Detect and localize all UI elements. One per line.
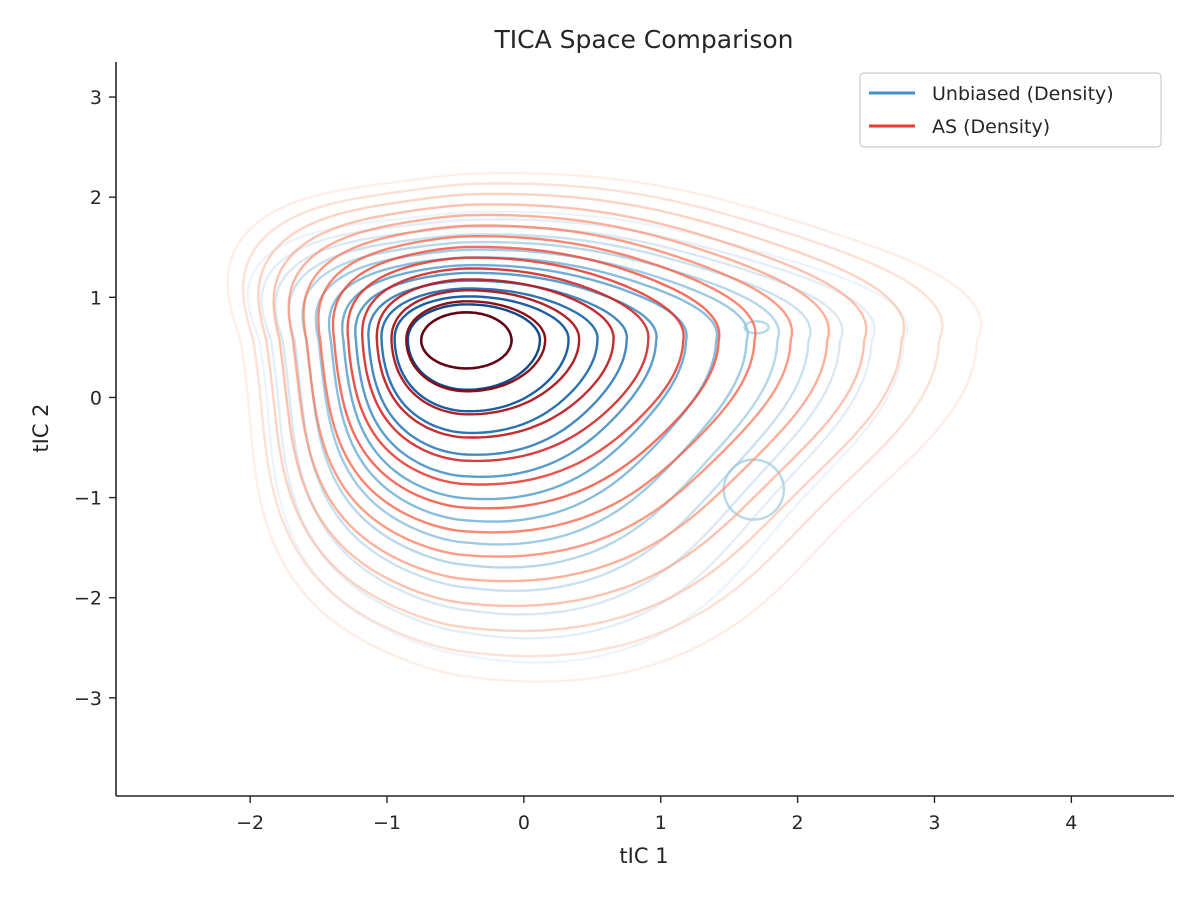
as-contour-line bbox=[360, 267, 650, 463]
as-contour-line bbox=[390, 289, 581, 416]
as-contour-line bbox=[375, 278, 615, 439]
as-contour-line bbox=[331, 245, 721, 510]
y-tick-label: 2 bbox=[90, 187, 102, 209]
unbiased-contour-line bbox=[341, 263, 688, 501]
unbiased-contour-line bbox=[274, 225, 844, 616]
y-tick-label: 1 bbox=[90, 287, 102, 309]
unbiased-contour-line bbox=[354, 271, 658, 479]
unbiased-contour-line bbox=[327, 256, 719, 523]
x-tick-label: 4 bbox=[1065, 812, 1077, 834]
as-contour-line bbox=[272, 203, 868, 608]
unbiased-contour-line bbox=[287, 233, 812, 593]
as-contour-line bbox=[419, 311, 513, 370]
as-contour-line bbox=[317, 234, 757, 534]
x-tick-label: 0 bbox=[518, 812, 530, 834]
unbiased-contour-line bbox=[393, 295, 570, 413]
chart-title: TICA Space Comparison bbox=[494, 25, 794, 54]
x-tick-label: −2 bbox=[236, 812, 264, 834]
as-contour-line bbox=[257, 192, 906, 633]
y-tick-label: −3 bbox=[74, 688, 102, 710]
y-axis-title: tIC 2 bbox=[29, 403, 53, 452]
legend-box bbox=[859, 72, 1162, 148]
as-contour-line bbox=[287, 213, 831, 583]
unbiased-contour-line bbox=[406, 303, 542, 391]
x-tick-label: 2 bbox=[792, 812, 804, 834]
x-ticks: −2 −1 0 1 2 3 4 bbox=[236, 796, 1077, 834]
legend: Unbiased (Density) AS (Density) bbox=[859, 72, 1162, 148]
unbiased-contour-line bbox=[743, 320, 770, 335]
legend-label-as: AS (Density) bbox=[932, 116, 1050, 138]
as-contour-line bbox=[226, 171, 983, 684]
axes bbox=[115, 62, 1174, 797]
plot-area bbox=[226, 171, 983, 684]
x-tick-label: 3 bbox=[928, 812, 940, 834]
y-tick-label: −2 bbox=[74, 588, 102, 610]
y-tick-label: 0 bbox=[90, 387, 102, 409]
as-contour-line bbox=[302, 224, 794, 558]
y-tick-label: 3 bbox=[90, 87, 102, 109]
as-contour-line bbox=[346, 256, 685, 486]
y-ticks: −3 −2 −1 0 1 2 3 bbox=[74, 87, 116, 710]
legend-label-unbiased: Unbiased (Density) bbox=[932, 83, 1114, 105]
x-tick-label: 1 bbox=[655, 812, 667, 834]
unbiased-contour-line bbox=[722, 458, 786, 521]
as-contour-line bbox=[405, 300, 547, 393]
x-axis-title: tIC 1 bbox=[619, 844, 668, 868]
unbiased-contour-line bbox=[246, 210, 909, 664]
unbiased-contour-line bbox=[380, 287, 599, 435]
x-tick-label: −1 bbox=[373, 812, 401, 834]
as-contour-line bbox=[241, 182, 944, 658]
y-tick-label: −1 bbox=[74, 488, 102, 510]
